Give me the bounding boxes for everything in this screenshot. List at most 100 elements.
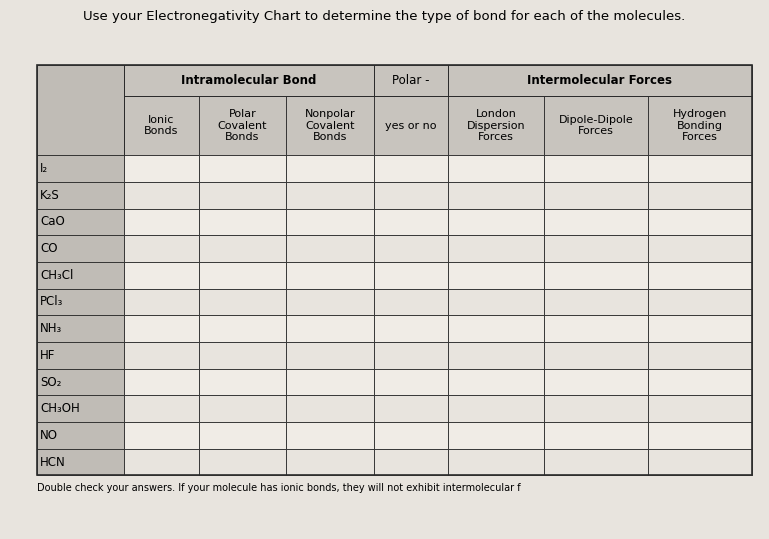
Bar bbox=[125, 209, 198, 235]
Bar bbox=[198, 235, 286, 262]
Text: NO: NO bbox=[40, 429, 58, 442]
Bar bbox=[374, 96, 448, 155]
Bar bbox=[648, 155, 752, 182]
Bar bbox=[125, 422, 198, 448]
Text: yes or no: yes or no bbox=[385, 121, 437, 130]
Text: HCN: HCN bbox=[40, 455, 65, 468]
Bar bbox=[374, 235, 448, 262]
Bar bbox=[125, 315, 198, 342]
Bar bbox=[544, 155, 648, 182]
Text: Use your Electronegativity Chart to determine the type of bond for each of the m: Use your Electronegativity Chart to dete… bbox=[83, 10, 686, 23]
Bar bbox=[125, 369, 198, 396]
Bar bbox=[198, 396, 286, 422]
Bar bbox=[648, 235, 752, 262]
Bar bbox=[648, 396, 752, 422]
Bar bbox=[448, 96, 544, 155]
Bar bbox=[374, 155, 448, 182]
Bar bbox=[37, 235, 125, 262]
Text: CH₃OH: CH₃OH bbox=[40, 402, 80, 415]
Bar bbox=[198, 262, 286, 289]
Bar bbox=[448, 369, 544, 396]
Bar bbox=[544, 396, 648, 422]
Bar bbox=[448, 182, 544, 209]
Bar bbox=[648, 209, 752, 235]
Bar bbox=[125, 235, 198, 262]
Bar bbox=[198, 422, 286, 448]
Bar bbox=[544, 369, 648, 396]
Text: CH₃Cl: CH₃Cl bbox=[40, 269, 73, 282]
Bar bbox=[448, 235, 544, 262]
Bar bbox=[198, 209, 286, 235]
Bar bbox=[544, 315, 648, 342]
Bar bbox=[198, 448, 286, 475]
Bar bbox=[448, 315, 544, 342]
Bar bbox=[448, 155, 544, 182]
Bar bbox=[648, 342, 752, 369]
Bar bbox=[648, 369, 752, 396]
Bar bbox=[374, 182, 448, 209]
Text: Polar
Covalent
Bonds: Polar Covalent Bonds bbox=[218, 109, 267, 142]
Text: CaO: CaO bbox=[40, 216, 65, 229]
Bar bbox=[37, 422, 125, 448]
Bar bbox=[374, 448, 448, 475]
Bar bbox=[286, 289, 374, 315]
Bar bbox=[198, 289, 286, 315]
Bar bbox=[648, 422, 752, 448]
Bar bbox=[544, 422, 648, 448]
Bar bbox=[374, 422, 448, 448]
Bar bbox=[37, 209, 125, 235]
Bar bbox=[448, 396, 544, 422]
Bar bbox=[37, 369, 125, 396]
Bar bbox=[286, 342, 374, 369]
Bar bbox=[37, 396, 125, 422]
Bar bbox=[286, 182, 374, 209]
Bar bbox=[648, 262, 752, 289]
Bar bbox=[374, 209, 448, 235]
Bar bbox=[125, 448, 198, 475]
Bar bbox=[37, 262, 125, 289]
Bar bbox=[198, 96, 286, 155]
Bar bbox=[286, 448, 374, 475]
Bar bbox=[37, 182, 125, 209]
Bar bbox=[448, 209, 544, 235]
Bar bbox=[286, 369, 374, 396]
Bar bbox=[544, 289, 648, 315]
Bar bbox=[544, 262, 648, 289]
Text: Polar -: Polar - bbox=[392, 74, 430, 87]
Bar bbox=[37, 155, 125, 182]
Text: I₂: I₂ bbox=[40, 162, 48, 175]
Bar bbox=[648, 96, 752, 155]
Bar bbox=[448, 448, 544, 475]
Bar bbox=[198, 342, 286, 369]
Bar bbox=[448, 65, 752, 96]
Bar bbox=[198, 182, 286, 209]
Bar bbox=[648, 182, 752, 209]
Bar bbox=[286, 262, 374, 289]
Bar bbox=[544, 235, 648, 262]
Text: HF: HF bbox=[40, 349, 55, 362]
Bar bbox=[286, 422, 374, 448]
Bar bbox=[286, 396, 374, 422]
Bar bbox=[125, 289, 198, 315]
Bar bbox=[37, 315, 125, 342]
Text: NH₃: NH₃ bbox=[40, 322, 62, 335]
Text: PCl₃: PCl₃ bbox=[40, 295, 63, 308]
Text: London
Dispersion
Forces: London Dispersion Forces bbox=[467, 109, 525, 142]
Bar bbox=[286, 235, 374, 262]
Bar bbox=[374, 262, 448, 289]
Bar bbox=[125, 65, 374, 96]
Bar bbox=[37, 65, 125, 155]
Bar bbox=[374, 315, 448, 342]
Bar bbox=[37, 448, 125, 475]
Bar bbox=[286, 209, 374, 235]
Bar bbox=[125, 396, 198, 422]
Bar bbox=[374, 369, 448, 396]
Text: Nonpolar
Covalent
Bonds: Nonpolar Covalent Bonds bbox=[305, 109, 355, 142]
Text: Intermolecular Forces: Intermolecular Forces bbox=[528, 74, 673, 87]
Bar bbox=[648, 289, 752, 315]
Bar bbox=[37, 342, 125, 369]
Bar bbox=[125, 342, 198, 369]
Bar bbox=[544, 448, 648, 475]
Bar bbox=[198, 155, 286, 182]
Bar bbox=[374, 342, 448, 369]
